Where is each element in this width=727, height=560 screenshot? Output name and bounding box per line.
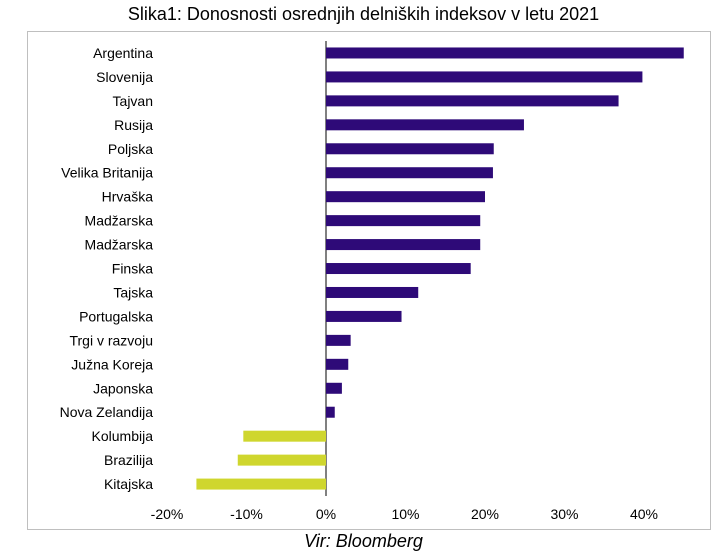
- category-label: Brazilija: [104, 452, 153, 468]
- bar: [326, 191, 485, 203]
- bar: [326, 310, 402, 322]
- x-tick-label: 30%: [550, 506, 578, 522]
- bar: [326, 119, 524, 131]
- bar: [326, 47, 684, 59]
- bar: [326, 239, 481, 251]
- category-label: Finska: [112, 261, 153, 277]
- chart-title: Slika1: Donosnosti osrednjih delniških i…: [127, 4, 600, 24]
- x-tick-label: 10%: [391, 506, 419, 522]
- category-label: Argentina: [93, 45, 153, 61]
- category-label: Kitajska: [104, 476, 153, 492]
- category-label: Nova Zelandija: [60, 404, 154, 420]
- category-label: Madžarska: [85, 237, 154, 253]
- chart-frame: [27, 31, 711, 530]
- bar: [326, 286, 419, 298]
- category-label: Poljska: [108, 141, 153, 157]
- category-label: Kolumbija: [92, 428, 154, 444]
- bar: [326, 143, 494, 155]
- bar: [326, 263, 471, 275]
- category-label: Velika Britanija: [61, 165, 153, 181]
- bar: [196, 478, 326, 490]
- category-label: Japonska: [93, 380, 153, 396]
- bar: [326, 71, 643, 83]
- bar: [237, 454, 326, 466]
- bar: [243, 430, 326, 442]
- x-tick-label: -10%: [230, 506, 263, 522]
- category-label: Južna Koreja: [71, 356, 153, 372]
- bar: [326, 358, 349, 370]
- x-tick-label: 20%: [471, 506, 499, 522]
- source-note: Vir: Bloomberg: [304, 531, 423, 551]
- bar: [326, 167, 493, 179]
- category-label: Slovenija: [96, 69, 153, 85]
- category-label: Rusija: [114, 117, 153, 133]
- x-tick-label: -20%: [151, 506, 184, 522]
- category-label: Tajvan: [113, 93, 153, 109]
- category-label: Portugalska: [79, 308, 153, 324]
- category-label: Madžarska: [85, 213, 154, 229]
- bar: [326, 382, 342, 394]
- bar: [326, 215, 481, 227]
- bar: [326, 95, 619, 107]
- x-tick-label: 0%: [316, 506, 336, 522]
- x-tick-label: 40%: [630, 506, 658, 522]
- category-label: Trgi v razvoju: [69, 332, 153, 348]
- category-label: Hrvaška: [102, 189, 154, 205]
- bar: [326, 334, 351, 346]
- category-label: Tajska: [113, 284, 153, 300]
- bar: [326, 406, 335, 418]
